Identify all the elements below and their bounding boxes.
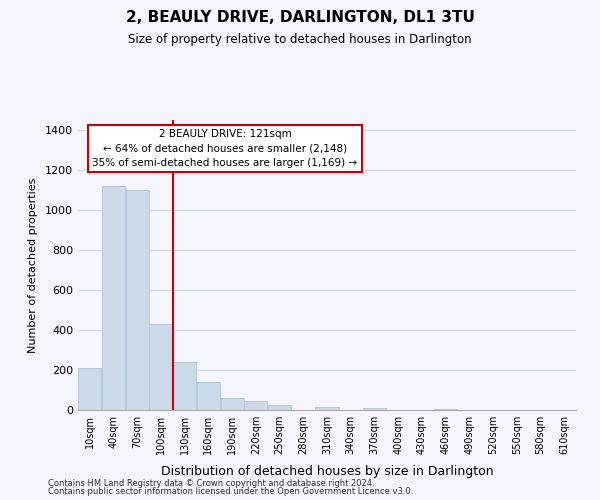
Bar	[316, 406, 338, 410]
Bar	[221, 398, 244, 410]
Text: 2 BEAULY DRIVE: 121sqm
← 64% of detached houses are smaller (2,148)
35% of semi-: 2 BEAULY DRIVE: 121sqm ← 64% of detached…	[92, 128, 358, 168]
Bar	[173, 362, 196, 410]
Text: Size of property relative to detached houses in Darlington: Size of property relative to detached ho…	[128, 32, 472, 46]
Bar	[149, 324, 173, 410]
Text: 2, BEAULY DRIVE, DARLINGTON, DL1 3TU: 2, BEAULY DRIVE, DARLINGTON, DL1 3TU	[125, 10, 475, 25]
Bar	[268, 405, 291, 410]
Text: Contains HM Land Registry data © Crown copyright and database right 2024.: Contains HM Land Registry data © Crown c…	[48, 478, 374, 488]
Bar	[125, 190, 149, 410]
X-axis label: Distribution of detached houses by size in Darlington: Distribution of detached houses by size …	[161, 466, 493, 478]
Bar	[434, 408, 457, 410]
Bar	[197, 382, 220, 410]
Bar	[78, 368, 101, 410]
Y-axis label: Number of detached properties: Number of detached properties	[28, 178, 38, 352]
Bar	[102, 186, 125, 410]
Bar	[363, 408, 386, 410]
Bar	[244, 400, 268, 410]
Text: Contains public sector information licensed under the Open Government Licence v3: Contains public sector information licen…	[48, 487, 413, 496]
